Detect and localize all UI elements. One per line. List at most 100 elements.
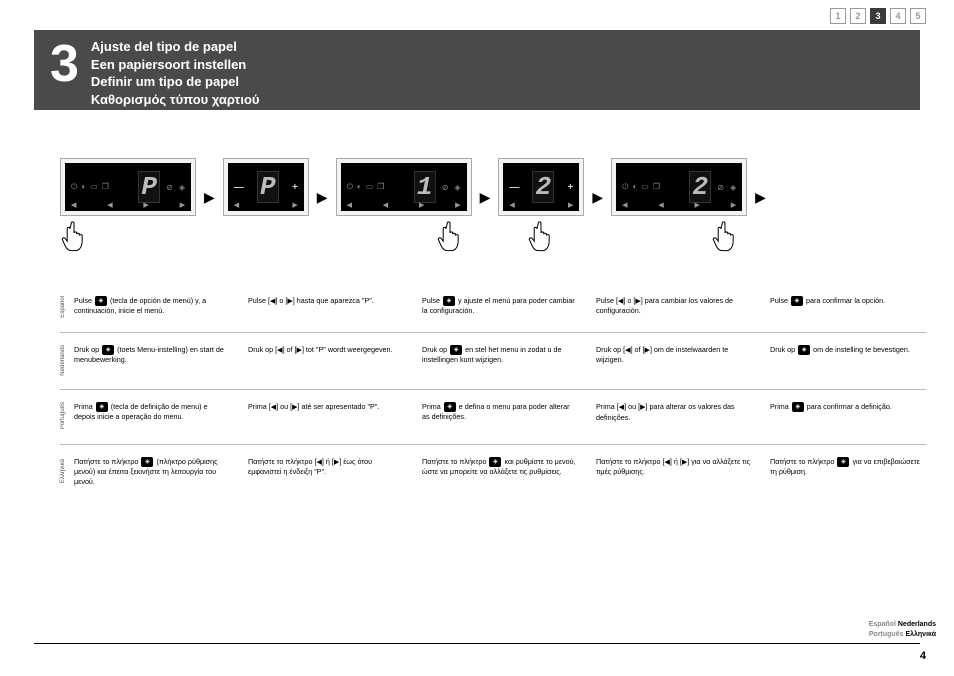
instr-text: ] hasta que aparezca "P".	[293, 296, 374, 305]
page-tab-3[interactable]: 3	[870, 8, 886, 24]
instr-text: Prima [	[248, 402, 271, 411]
panel-2: — P + ◀ ▶	[223, 158, 309, 216]
paper-icon: ▭	[90, 182, 98, 192]
arrow-icon: ▶	[204, 189, 215, 206]
hand-pointer-icon	[711, 218, 739, 257]
minus-icon: —	[234, 182, 244, 193]
display-panel: ⏻ ◐ ▭ ❐ 1 ⊘ ◈ ◀ ◀ ▶ ▶	[336, 158, 472, 216]
instruction-cell: Prima ◈ (tecla de definição de menu) e d…	[74, 402, 230, 429]
instruction-cell: Prima [◀] ou [▶] para alterar os valores…	[596, 402, 752, 429]
lang-label: Português	[60, 402, 74, 429]
diamond-button-icon: ◈	[791, 296, 803, 306]
panel-4: — 2 + ◀ ▶	[498, 158, 584, 257]
instruction-cell: Druk op ◈ (toets Menu-instelling) en sta…	[74, 345, 230, 376]
contrast-icon: ◐	[357, 182, 362, 192]
instr-text: Druk op	[770, 345, 797, 354]
plus-icon: +	[568, 182, 574, 193]
lang-section-português: PortuguêsPrima ◈ (tecla de definição de …	[60, 390, 926, 444]
start-icon: ◈	[730, 183, 736, 192]
contrast-icon: ◐	[632, 182, 637, 192]
title-es: Ajuste del tipo de papel	[91, 38, 260, 56]
instr-text: ] até ser apresentado "P".	[298, 402, 380, 411]
start-icon: ◈	[454, 183, 460, 192]
page-tab-4[interactable]: 4	[890, 8, 906, 24]
instr-text: ] ou [	[624, 402, 640, 411]
instruction-cell: Pulse [◀] o [▶] hasta que aparezca "P".	[248, 296, 404, 318]
instr-text: Πατήστε το πλήκτρο	[74, 457, 140, 466]
diamond-button-icon: ◈	[95, 296, 107, 306]
arrow-icon: ▶	[755, 189, 766, 206]
diamond-button-icon: ◈	[489, 457, 501, 467]
left-tri-icon: ◀	[383, 201, 388, 209]
right-tri-icon: ▶	[180, 201, 185, 209]
instr-text: ] ή [	[670, 457, 682, 466]
panel-5: ⏻ ◐ ▭ ❐ 2 ⊘ ◈ ◀ ◀ ▶ ▶	[611, 158, 747, 257]
copies-icon: ❐	[102, 182, 109, 192]
copies-icon: ❐	[377, 182, 384, 192]
power-icon: ⏻	[71, 182, 77, 192]
right-tri-icon: ▶	[568, 201, 573, 209]
lang-label: Ελληνικά	[60, 459, 74, 483]
instruction-cell: Πατήστε το πλήκτρο [◀] ή [▶] έως ότου εμ…	[248, 457, 404, 487]
step-number: 3	[50, 38, 79, 90]
page-tab-5[interactable]: 5	[910, 8, 926, 24]
lang-label: Nederlands	[60, 345, 74, 376]
title-nl: Een papiersoort instellen	[91, 56, 260, 74]
display-panel: ⏻ ◐ ▭ ❐ 2 ⊘ ◈ ◀ ◀ ▶ ▶	[611, 158, 747, 216]
left-tri-icon: ◀	[622, 201, 627, 209]
stop-icon: ⊘	[166, 183, 173, 192]
diamond-button-icon: ◈	[443, 296, 455, 306]
arrow-icon: ▶	[592, 189, 603, 206]
diamond-button-icon: ◈	[96, 402, 108, 412]
display-panel: ⏻ ◐ ▭ ❐ P ⊘ ◈ ◀ ◀ ▶ ▶	[60, 158, 196, 216]
instr-text: Πατήστε το πλήκτρο [	[248, 457, 316, 466]
lang-section-ελληνικά: ΕλληνικάΠατήστε το πλήκτρο ◈ (πλήκτρο ρύ…	[60, 445, 926, 501]
page-tab-2[interactable]: 2	[850, 8, 866, 24]
stop-icon: ⊘	[717, 183, 724, 192]
right-tri-icon: ▶	[695, 201, 700, 209]
instr-text: Druk op	[422, 345, 449, 354]
page-tab-1[interactable]: 1	[830, 8, 846, 24]
side-language-tabs: Español Nederlands Português Ελληνικά	[865, 620, 936, 640]
instruction-cell: Druk op [◀] of [▶] tot "P" wordt weergeg…	[248, 345, 404, 376]
panel-digit: 1	[417, 174, 433, 200]
panel-digit: 2	[536, 174, 552, 200]
left-tri-icon: ◀	[509, 201, 514, 209]
instruction-cell: Pulse [◀] o [▶] para cambiar los valores…	[596, 296, 752, 318]
instr-text: ] of [	[631, 345, 645, 354]
instr-text: ] o [	[623, 296, 635, 305]
right-tri-icon: ▶	[731, 201, 736, 209]
instruction-cell: Pulse ◈ (tecla de opción de menú) y, a c…	[74, 296, 230, 318]
section-titles: Ajuste del tipo de papel Een papiersoort…	[91, 38, 260, 108]
footer-rule	[34, 643, 920, 644]
instr-text: Πατήστε το πλήκτρο	[770, 457, 836, 466]
title-el: Καθορισμός τύπου χαρτιού	[91, 91, 260, 109]
instruction-cell: Druk op [◀] of [▶] om de instelwaarden t…	[596, 345, 752, 376]
diamond-button-icon: ◈	[837, 457, 849, 467]
instruction-cell: Πατήστε το πλήκτρο ◈ (πλήκτρο ρύθμισης μ…	[74, 457, 230, 487]
instr-text: Pulse	[422, 296, 442, 305]
instr-text: om de instelling te bevestigen.	[811, 345, 910, 354]
stop-icon: ⊘	[442, 183, 449, 192]
right-tri-icon: ▶	[455, 201, 460, 209]
paper-icon: ▭	[641, 182, 649, 192]
instruction-cell: Πατήστε το πλήκτρο [◀] ή [▶] για να αλλά…	[596, 457, 752, 487]
panel-digit: P	[141, 174, 157, 200]
instruction-cell: Πατήστε το πλήκτρο ◈ και ρυθμίστε το μεν…	[422, 457, 578, 487]
panel-3: ⏻ ◐ ▭ ❐ 1 ⊘ ◈ ◀ ◀ ▶ ▶	[336, 158, 472, 257]
page-number: 4	[920, 650, 926, 662]
instr-text: para confirmar a definição.	[805, 402, 892, 411]
instr-text: Pulse	[770, 296, 790, 305]
right-tri-icon: ▶	[143, 201, 148, 209]
side-lang-el: Ελληνικά	[905, 631, 936, 638]
instruction-cell: Prima [◀] ou [▶] até ser apresentado "P"…	[248, 402, 404, 429]
side-lang-es: Español	[869, 621, 896, 628]
instr-text: Pulse [	[248, 296, 270, 305]
panel-1: ⏻ ◐ ▭ ❐ P ⊘ ◈ ◀ ◀ ▶ ▶	[60, 158, 196, 257]
instruction-cell: Pulse ◈ y ajuste el menú para poder camb…	[422, 296, 578, 318]
right-tri-icon: ▶	[292, 201, 297, 209]
lang-section-español: EspañolPulse ◈ (tecla de opción de menú)…	[60, 284, 926, 333]
instr-text: Druk op [	[596, 345, 625, 354]
paper-icon: ▭	[366, 182, 374, 192]
instr-text: ] ή [	[322, 457, 334, 466]
